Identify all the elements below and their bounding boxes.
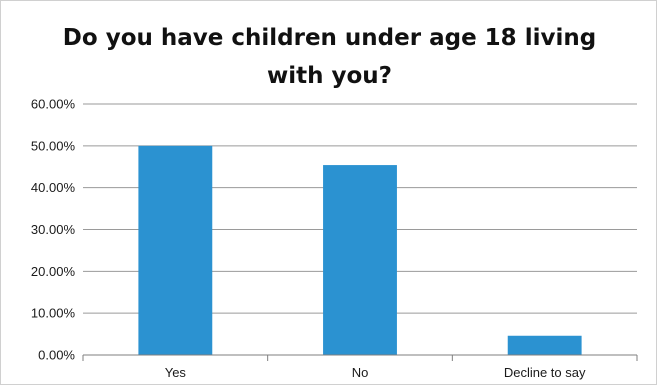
x-tick-label: Decline to say [504,365,586,380]
y-tick-label: 50.00% [31,138,76,153]
bar-no [323,165,397,355]
chart-title: Do you have children under age 18 living… [62,25,597,89]
y-tick-label: 10.00% [31,306,76,321]
y-tick-label: 0.00% [38,348,75,363]
x-tick-label: Yes [165,365,187,380]
tick-labels: 0.00% 10.00% 20.00% 30.00% 40.00% 50.00% 60.00… [31,97,586,381]
bars [138,145,582,355]
bar-decline-to-say [507,335,582,355]
bar-yes [138,145,213,355]
y-tick-label: 30.00% [31,222,76,237]
y-tick-label: 40.00% [31,180,76,195]
x-tick-label: No [352,365,369,380]
axes [82,354,638,361]
y-tick-label: 60.00% [31,97,76,112]
y-tick-label: 20.00% [31,264,76,279]
